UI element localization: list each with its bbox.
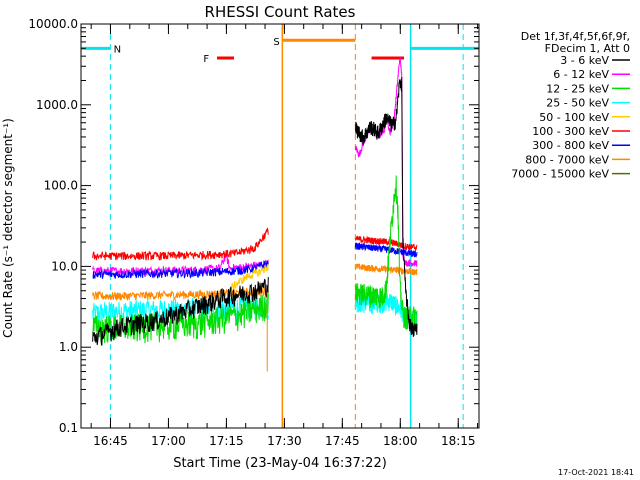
flare-label: F xyxy=(203,54,209,65)
y-tick-label: 10000.0 xyxy=(28,17,78,31)
legend-header-line-1: Det 1f,3f,4f,5f,6f,9f, xyxy=(521,30,630,43)
y-tick-label: 10.0 xyxy=(51,259,78,273)
legend-header-line-2: FDecim 1, Att 0 xyxy=(545,42,630,55)
x-tick-label: 18:15 xyxy=(441,434,476,448)
series-12-25-kev-pre xyxy=(92,288,269,344)
series-100-300-kev-post xyxy=(354,235,418,251)
axes: 0.1 1.0 10.0 100.0 1000.0 10000.0 16:45 17:00 17… xyxy=(28,17,480,448)
legend-label-7000-15000-kev: 7000 - 15000 keV xyxy=(511,168,609,181)
series-300-800-kev-post xyxy=(354,242,418,258)
legend-label-50-100-kev: 50 - 100 keV xyxy=(539,111,609,124)
y-tick-label: 100.0 xyxy=(44,179,78,193)
series-12-25-kev-post xyxy=(354,175,418,330)
chart-title: RHESSI Count Rates xyxy=(205,3,356,21)
x-tick-label: 17:45 xyxy=(325,434,360,448)
y-tick-label: 1000.0 xyxy=(36,98,78,112)
legend-label-6-12-kev: 6 - 12 keV xyxy=(553,68,609,81)
legend-label-12-25-kev: 12 - 25 keV xyxy=(546,82,609,95)
x-tick-label: 16:45 xyxy=(93,434,128,448)
series-50-100-kev-pre xyxy=(227,263,269,296)
series-3-6-kev-post xyxy=(354,77,418,338)
legend-label-300-800-kev: 300 - 800 keV xyxy=(532,139,609,152)
series-100-300-kev-pre xyxy=(92,227,269,261)
legend-label-100-300-kev: 100 - 300 keV xyxy=(532,125,609,138)
series-300-800-kev-pre xyxy=(92,260,269,279)
plot-frame xyxy=(80,23,480,429)
y-tick-label: 1.0 xyxy=(59,340,78,354)
x-tick-label: 17:00 xyxy=(151,434,186,448)
x-axis-label: Start Time (23-May-04 16:37:22) xyxy=(173,456,387,471)
saa-label: S xyxy=(273,37,279,48)
y-axis-label: Count Rate (s⁻¹ detector segment⁻¹) xyxy=(1,118,15,338)
event-bands: N F S xyxy=(81,24,479,428)
legend: Det 1f,3f,4f,5f,6f,9f,FDecim 1, Att 03 -… xyxy=(511,30,630,181)
footer-date: 17-Oct-2021 18:41 xyxy=(558,468,634,477)
legend-label-25-50-kev: 25 - 50 keV xyxy=(546,97,609,110)
series-800-7000-kev-post xyxy=(355,263,418,276)
series-lines xyxy=(92,57,418,372)
x-tick-label: 17:15 xyxy=(209,434,244,448)
y-tick-label: 0.1 xyxy=(59,421,78,435)
x-tick-label: 18:00 xyxy=(383,434,418,448)
series-3-6-kev-pre xyxy=(92,277,269,346)
legend-label-800-7000-kev: 800 - 7000 keV xyxy=(525,153,609,166)
x-tick-label: 17:30 xyxy=(267,434,302,448)
night-label: N xyxy=(114,44,121,55)
legend-label-3-6-kev: 3 - 6 keV xyxy=(560,54,609,67)
series-6-12-kev-post xyxy=(354,57,418,267)
